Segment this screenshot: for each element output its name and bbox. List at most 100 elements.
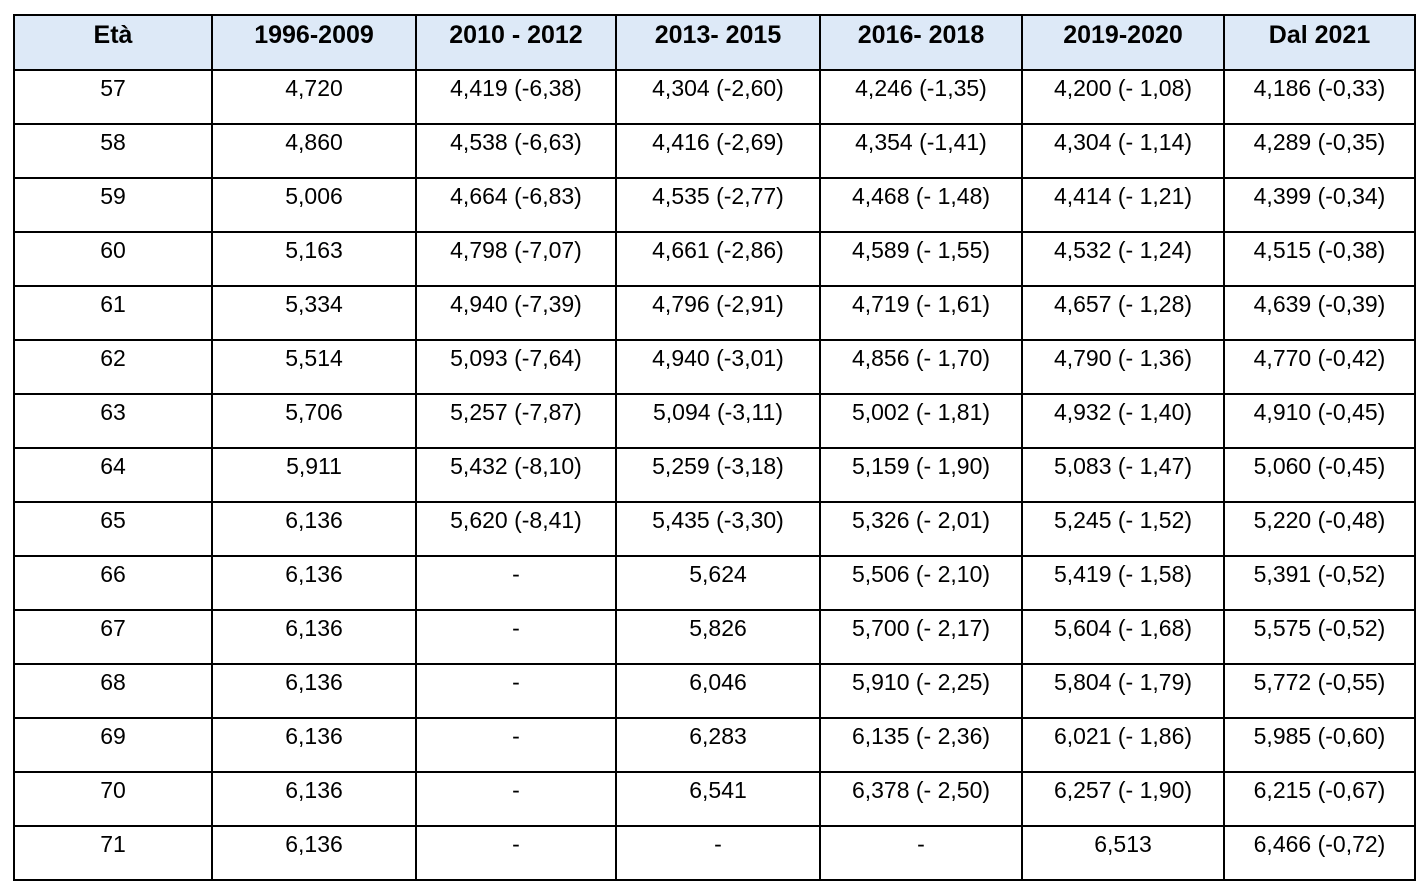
table-cell: 6,136 (211, 609, 417, 665)
table-cell: 5,334 (211, 285, 417, 341)
table-cell: 69 (13, 717, 213, 773)
table-cell: 58 (13, 123, 213, 179)
table-cell: 57 (13, 69, 213, 125)
table-cell: 6,136 (211, 717, 417, 773)
table-row: 57 4,720 4,419 (-6,38) 4,304 (-2,60) 4,246 (… (13, 69, 1416, 125)
table-cell: 4,468 (- 1,48) (819, 177, 1023, 233)
table-cell: 5,257 (-7,87) (415, 393, 617, 449)
table-cell: - (415, 771, 617, 827)
table-cell: 5,220 (-0,48) (1223, 501, 1416, 557)
table-row: 69 6,136-6,283 6,135 (- 2,36) 6,021 (- 1,86… (13, 717, 1416, 773)
table-cell: - (615, 825, 821, 881)
table-cell: 4,414 (- 1,21) (1021, 177, 1225, 233)
table-cell: 5,985 (-0,60) (1223, 717, 1416, 773)
header-row: Età 1996-2009 2010 - 2012 2013- 2015 2016- 2… (13, 14, 1416, 71)
table-cell: 6,541 (615, 771, 821, 827)
table-cell: 5,514 (211, 339, 417, 395)
table-cell: 5,259 (-3,18) (615, 447, 821, 503)
table-cell: 60 (13, 231, 213, 287)
table-cell: - (415, 717, 617, 773)
header-cell: 2019-2020 (1021, 14, 1225, 71)
table-cell: 5,094 (-3,11) (615, 393, 821, 449)
table-cell: 4,354 (-1,41) (819, 123, 1023, 179)
table-cell: 5,506 (- 2,10) (819, 555, 1023, 611)
table-cell: 5,002 (- 1,81) (819, 393, 1023, 449)
table-cell: - (415, 825, 617, 881)
table-cell: 5,826 (615, 609, 821, 665)
table-cell: - (415, 663, 617, 719)
table-cell: 6,046 (615, 663, 821, 719)
table-cell: 6,136 (211, 771, 417, 827)
table-cell: 5,159 (- 1,90) (819, 447, 1023, 503)
table-cell: 6,021 (- 1,86) (1021, 717, 1225, 773)
table-cell: 5,163 (211, 231, 417, 287)
table-cell: 5,326 (- 2,01) (819, 501, 1023, 557)
table-cell: 5,245 (- 1,52) (1021, 501, 1225, 557)
table-cell: 5,391 (-0,52) (1223, 555, 1416, 611)
table-cell: 4,589 (- 1,55) (819, 231, 1023, 287)
table-cell: 4,856 (- 1,70) (819, 339, 1023, 395)
table-cell: 4,515 (-0,38) (1223, 231, 1416, 287)
table-cell: 5,006 (211, 177, 417, 233)
table-cell: 5,093 (-7,64) (415, 339, 617, 395)
table-cell: 4,186 (-0,33) (1223, 69, 1416, 125)
table-cell: 59 (13, 177, 213, 233)
table-cell: 4,289 (-0,35) (1223, 123, 1416, 179)
table-cell: 6,215 (-0,67) (1223, 771, 1416, 827)
table-cell: 4,720 (211, 69, 417, 125)
table-cell: 4,419 (-6,38) (415, 69, 617, 125)
table-cell: 6,466 (-0,72) (1223, 825, 1416, 881)
table-cell: - (415, 609, 617, 665)
table-cell: 4,790 (- 1,36) (1021, 339, 1225, 395)
header-cell: 2010 - 2012 (415, 14, 617, 71)
table-cell: 4,639 (-0,39) (1223, 285, 1416, 341)
table-cell: 4,200 (- 1,08) (1021, 69, 1225, 125)
table-cell: - (415, 555, 617, 611)
table-cell: 61 (13, 285, 213, 341)
table-row: 61 5,334 4,940 (-7,39) 4,796 (-2,91) 4,719 (… (13, 285, 1416, 341)
table-cell: 4,664 (-6,83) (415, 177, 617, 233)
header-cell: 1996-2009 (211, 14, 417, 71)
table-row: 63 5,706 5,257 (-7,87) 5,094 (-3,11) 5,002 (… (13, 393, 1416, 449)
table-row: 70 6,136-6,541 6,378 (- 2,50) 6,257 (- 1,90… (13, 771, 1416, 827)
table-cell: 6,136 (211, 825, 417, 881)
table-cell: 4,399 (-0,34) (1223, 177, 1416, 233)
table-cell: 4,661 (-2,86) (615, 231, 821, 287)
table-row: 71 6,136- - -6,513 6,466 (-0,72) (13, 825, 1416, 881)
table-cell: 4,910 (-0,45) (1223, 393, 1416, 449)
table-cell: 5,910 (- 2,25) (819, 663, 1023, 719)
table-row: 67 6,136-5,826 5,700 (- 2,17) 5,604 (- 1,68… (13, 609, 1416, 665)
table-cell: 4,860 (211, 123, 417, 179)
table-cell: 4,796 (-2,91) (615, 285, 821, 341)
header-cell: Dal 2021 (1223, 14, 1416, 71)
table-row: 60 5,163 4,798 (-7,07) 4,661 (-2,86) 4,589 (… (13, 231, 1416, 287)
table-row: 66 6,136-5,624 5,506 (- 2,10) 5,419 (- 1,58… (13, 555, 1416, 611)
header-cell: 2013- 2015 (615, 14, 821, 71)
table-row: 65 6,136 5,620 (-8,41) 5,435 (-3,30) 5,326 (… (13, 501, 1416, 557)
table-row: 59 5,006 4,664 (-6,83) 4,535 (-2,77) 4,468 (… (13, 177, 1416, 233)
table-cell: 70 (13, 771, 213, 827)
table-cell: 5,435 (-3,30) (615, 501, 821, 557)
table-cell: 68 (13, 663, 213, 719)
table-cell: 4,246 (-1,35) (819, 69, 1023, 125)
table-cell: 6,135 (- 2,36) (819, 717, 1023, 773)
table-cell: 4,532 (- 1,24) (1021, 231, 1225, 287)
table-cell: 5,060 (-0,45) (1223, 447, 1416, 503)
table-row: 62 5,514 5,093 (-7,64) 4,940 (-3,01) 4,856 (… (13, 339, 1416, 395)
table-cell: 67 (13, 609, 213, 665)
table-cell: 63 (13, 393, 213, 449)
table-cell: 5,804 (- 1,79) (1021, 663, 1225, 719)
table-cell: 5,620 (-8,41) (415, 501, 617, 557)
table-cell: 6,136 (211, 663, 417, 719)
table-cell: 4,932 (- 1,40) (1021, 393, 1225, 449)
table-cell: 4,798 (-7,07) (415, 231, 617, 287)
table-cell: 5,419 (- 1,58) (1021, 555, 1225, 611)
table-cell: - (819, 825, 1023, 881)
table-cell: 4,940 (-7,39) (415, 285, 617, 341)
table-cell: 6,257 (- 1,90) (1021, 771, 1225, 827)
table-cell: 4,416 (-2,69) (615, 123, 821, 179)
header-cell: Età (13, 14, 213, 71)
table-cell: 4,770 (-0,42) (1223, 339, 1416, 395)
table-row: 68 6,136-6,046 5,910 (- 2,25) 5,804 (- 1,79… (13, 663, 1416, 719)
